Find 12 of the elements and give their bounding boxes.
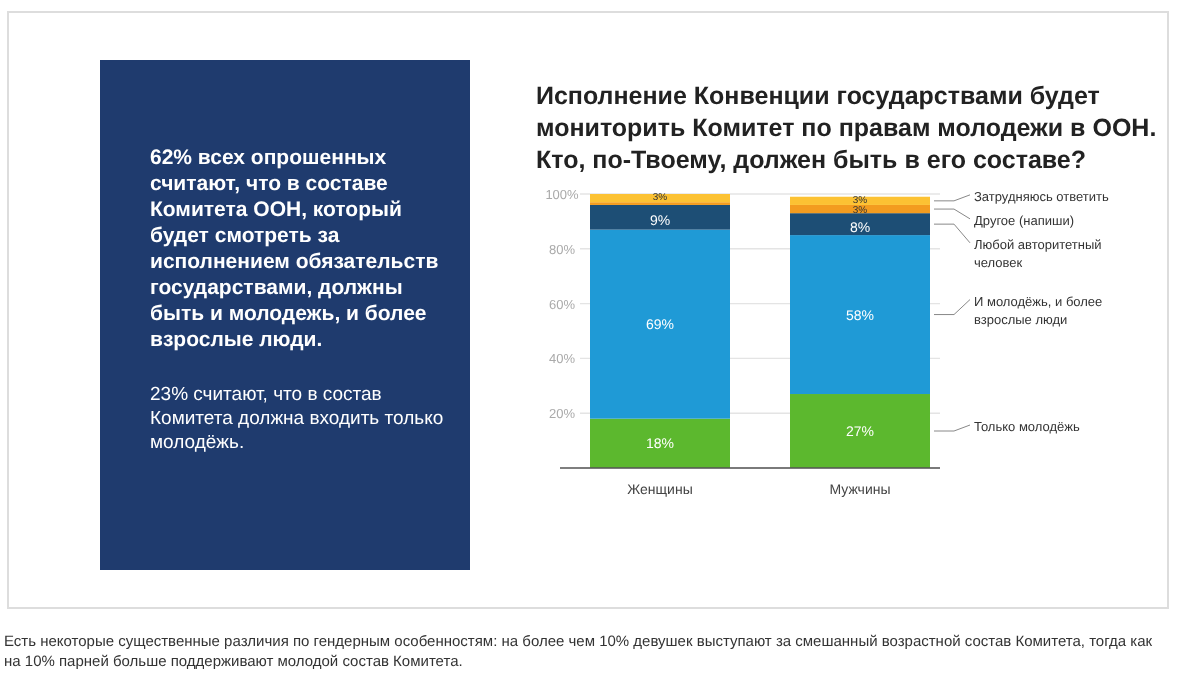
text: 23% считают, что в состав Комитета должна входить только молодёжь. — [150, 384, 444, 454]
bar — [790, 204, 930, 214]
bar — [590, 204, 730, 230]
bar — [590, 418, 730, 468]
text: 62% всех опрошенных считают, что в составе Комитета ООН, который будет смотреть за исполнением обязательств государствами, должны быть и молодежь, и более взрослые люди. — [150, 146, 440, 352]
bar — [790, 213, 930, 236]
bar — [790, 394, 930, 468]
chart-title: Исполнение Конвенции государствами будет мониторить Комитет по правам молодежи в ООН. Кто, по-Твоему, должен быть в его составе? — [536, 82, 1157, 174]
bar — [590, 229, 730, 419]
bar — [590, 194, 730, 203]
bar — [790, 235, 930, 395]
bar — [790, 196, 930, 205]
